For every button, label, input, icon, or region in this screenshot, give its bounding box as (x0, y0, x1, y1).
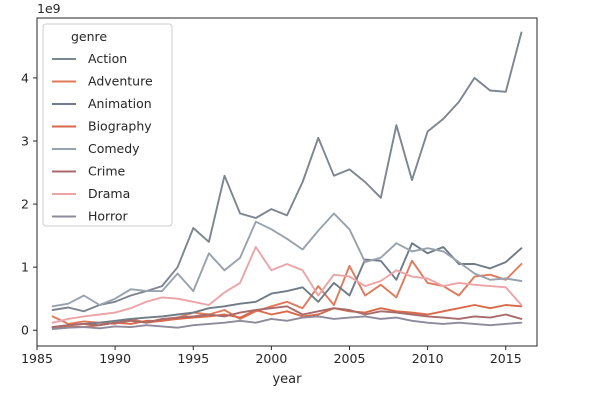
legend-label-biography: Biography (88, 119, 152, 134)
legend-box (42, 23, 173, 227)
legend-label-crime: Crime (88, 164, 126, 179)
x-tick-label: 2015 (490, 351, 522, 366)
legend-title: genre (71, 29, 107, 44)
x-tick-label: 2005 (334, 351, 366, 366)
x-tick-label: 2000 (255, 351, 287, 366)
series-line-action (51, 31, 523, 313)
series-line-animation (51, 242, 523, 329)
series-lines (51, 31, 523, 330)
x-tick-label: 1985 (21, 351, 53, 366)
series-line-comedy (51, 212, 523, 308)
y-tick-label: 1 (21, 260, 29, 275)
plot-frame (36, 17, 538, 347)
legend-label-drama: Drama (88, 186, 130, 201)
x-axis-label: year (272, 372, 302, 387)
legend-label-animation: Animation (88, 96, 152, 111)
axes: 1985 1990 1995 2000 2005 2010 2015 0 1 2 3 4 1e9 year (21, 1, 538, 387)
y-tick-label: 3 (21, 134, 29, 149)
y-offset-label: 1e9 (37, 1, 61, 16)
x-tick-label: 1995 (177, 351, 209, 366)
x-tick-label: 2010 (412, 351, 444, 366)
legend-label-adventure: Adventure (88, 74, 153, 89)
y-tick-label: 2 (21, 197, 29, 212)
y-tick-label: 4 (21, 70, 29, 85)
series-line-horror (51, 315, 523, 330)
series-line-drama (51, 246, 523, 324)
legend-label-horror: Horror (88, 209, 128, 224)
legend-label-action: Action (88, 51, 127, 66)
legend-label-comedy: Comedy (88, 141, 140, 156)
legend: genre Action Adventure Animation Biography Co… (42, 23, 173, 227)
y-tick-label: 0 (21, 323, 29, 338)
x-tick-label: 1990 (99, 351, 131, 366)
series-line-crime (51, 305, 523, 329)
series-line-adventure (51, 259, 523, 325)
series-line-biography (51, 304, 523, 329)
